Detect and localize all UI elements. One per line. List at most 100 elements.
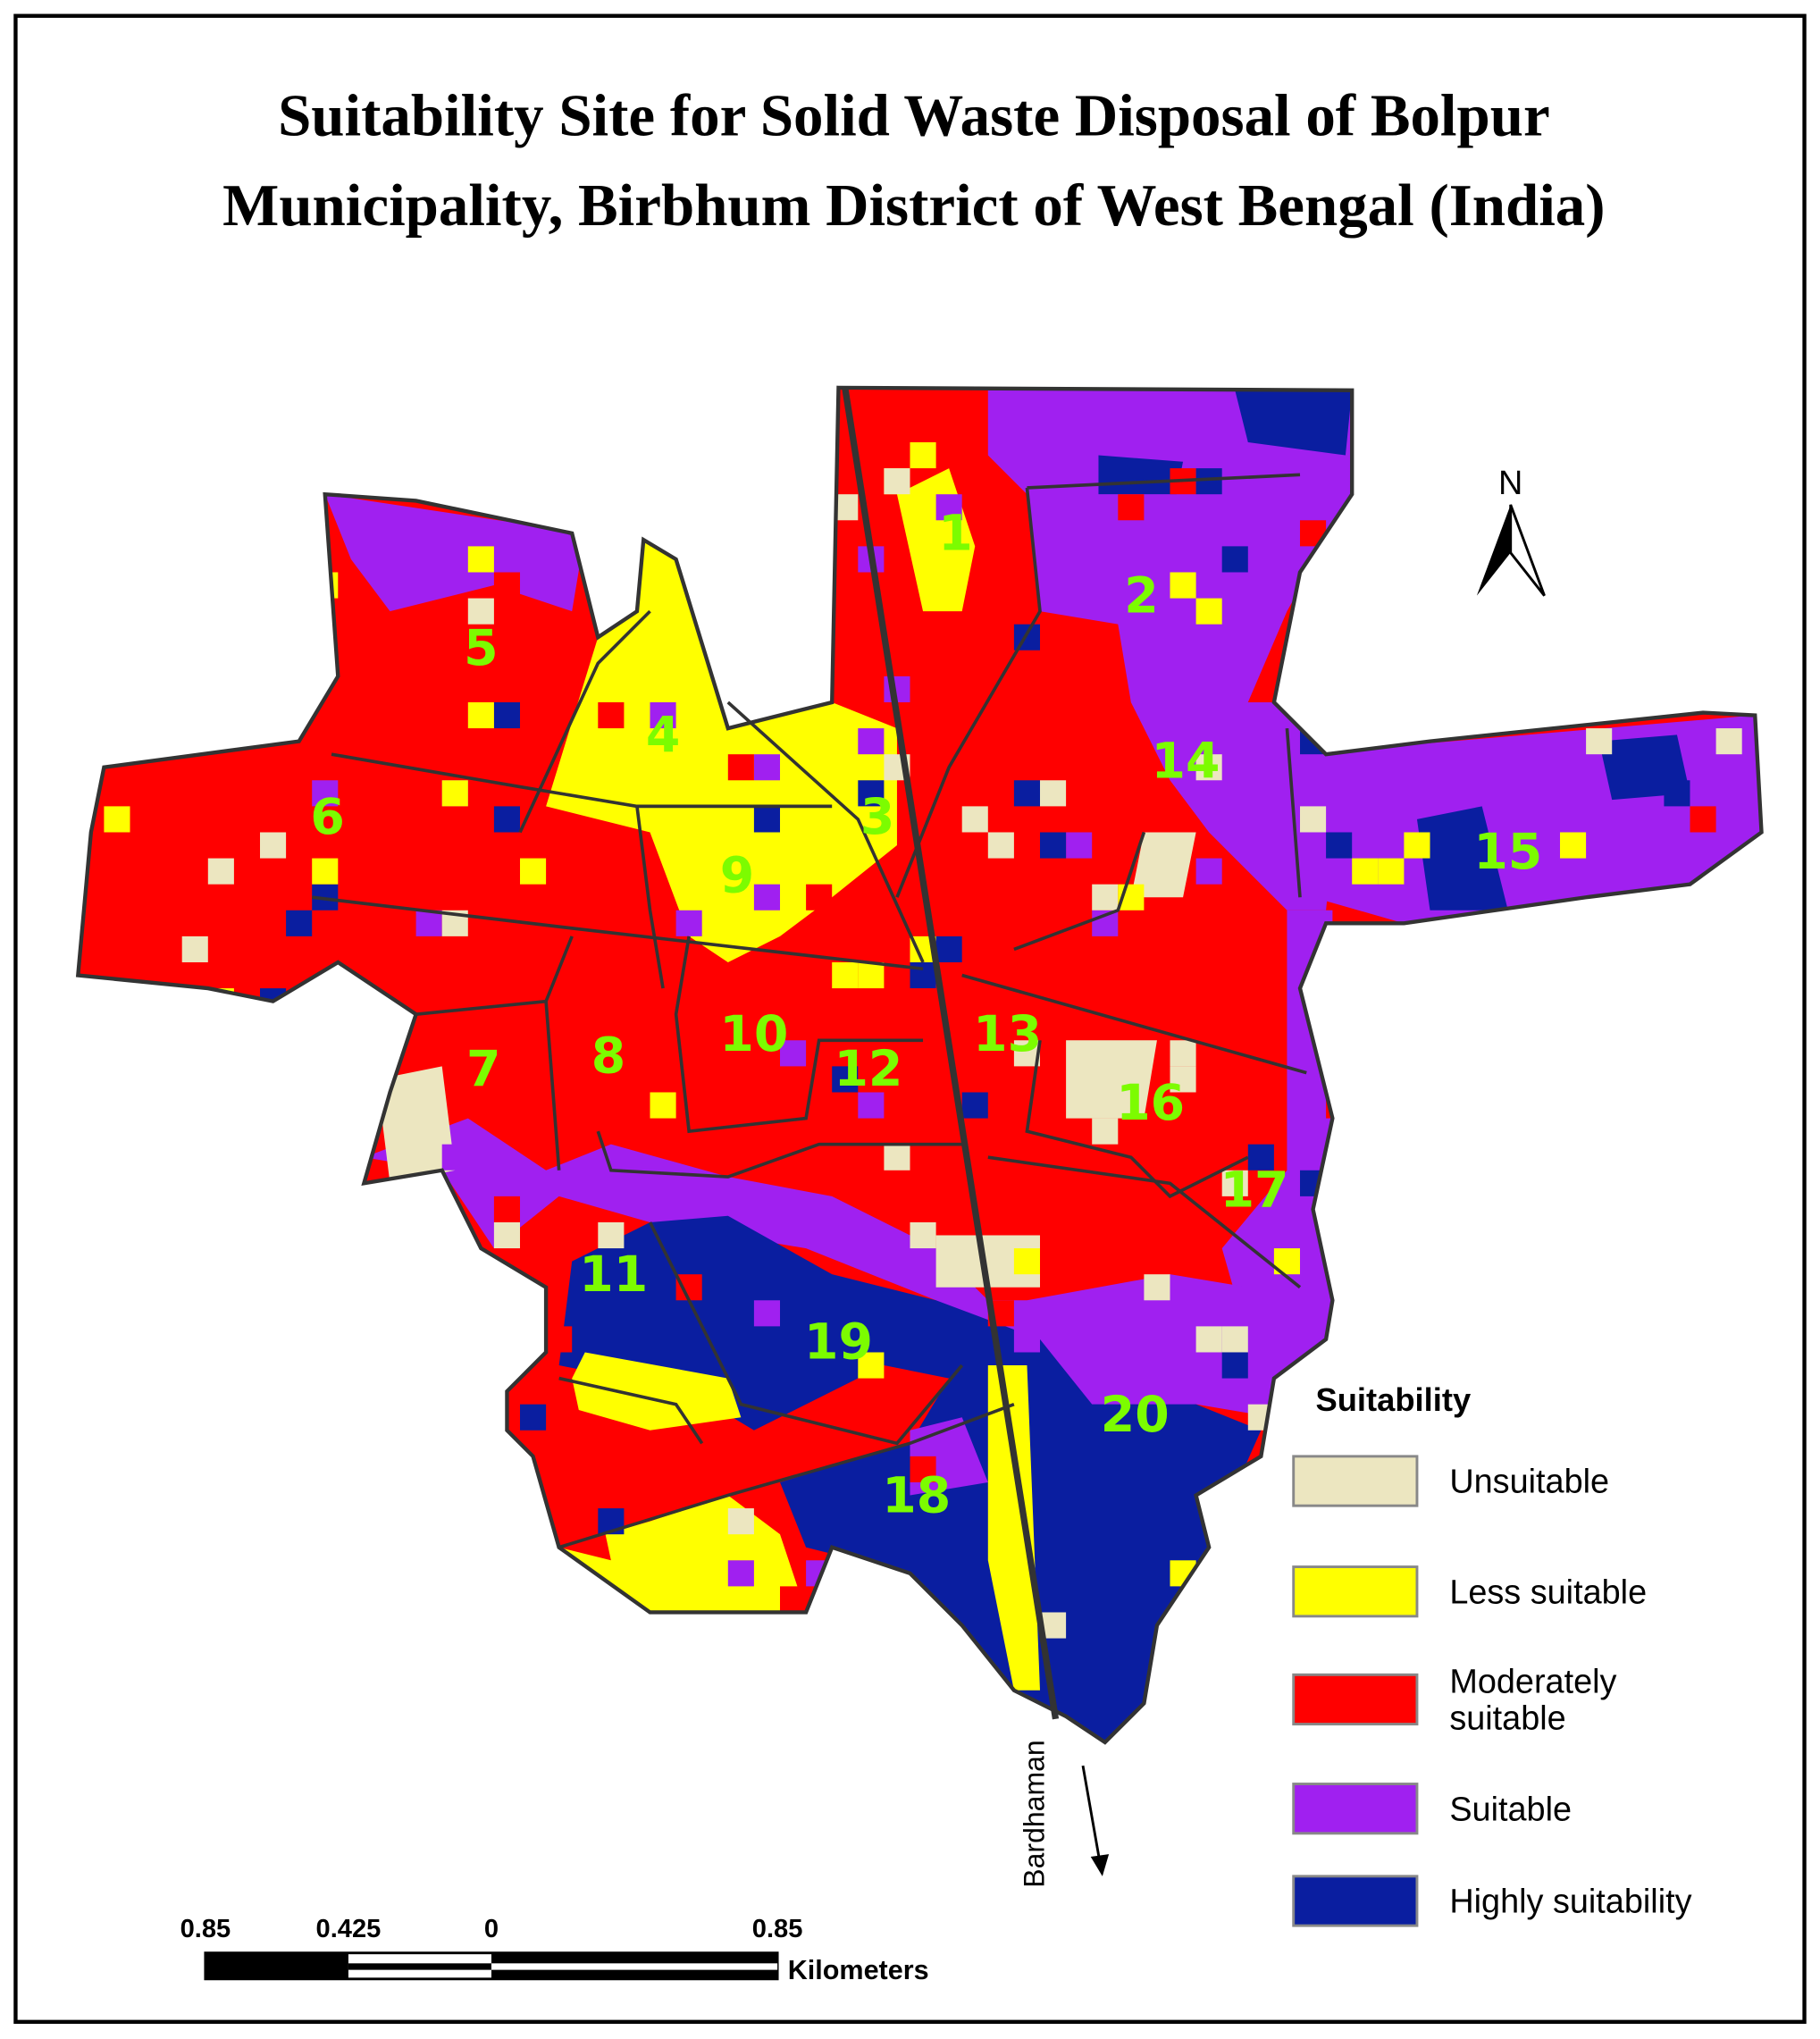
raster-cell — [910, 441, 936, 469]
raster-cell — [858, 961, 885, 989]
legend-title: Suitability — [1315, 1381, 1472, 1418]
legend-swatch — [1292, 1455, 1419, 1507]
ward-label: 19 — [804, 1314, 873, 1372]
raster-cell — [1040, 675, 1067, 702]
raster-cell — [806, 884, 833, 910]
ward-label: 2 — [1124, 568, 1158, 625]
ward-label: 10 — [719, 1006, 788, 1063]
raster-cell — [493, 910, 520, 936]
ward-boundary — [558, 1402, 1015, 1549]
ward-boundary — [1027, 473, 1301, 490]
direction-arrow-head — [1090, 1854, 1110, 1876]
raster-cell — [1404, 754, 1430, 781]
raster-cell — [467, 598, 494, 625]
raster-cell — [727, 754, 754, 781]
raster-cell — [493, 701, 520, 729]
ward-label: 13 — [973, 1006, 1042, 1063]
raster-cell — [467, 701, 494, 729]
north-label: N — [1498, 465, 1522, 502]
ward-label: 11 — [579, 1246, 648, 1304]
raster-cell — [286, 806, 313, 833]
raster-cell — [832, 1066, 859, 1093]
raster-cell — [207, 780, 234, 807]
title-line: Municipality, Birbhum District of West B… — [222, 172, 1605, 239]
suitability-zone — [987, 1365, 1040, 1691]
raster-cell — [1586, 728, 1613, 755]
raster-cell — [1092, 1118, 1119, 1145]
raster-cell — [1040, 832, 1067, 859]
ward-label: 1 — [938, 506, 972, 563]
ward-boundary — [648, 1221, 964, 1446]
raster-cell — [598, 701, 625, 729]
ward-boundaries — [311, 473, 1307, 1549]
ward-boundary — [726, 701, 925, 963]
municipal-boundary — [75, 385, 1764, 1745]
raster-cell — [753, 806, 780, 833]
raster-cell — [935, 936, 962, 962]
legend-label: Unsuitable — [1449, 1464, 1609, 1501]
raster-cell — [493, 572, 520, 599]
raster-cell — [1066, 832, 1093, 859]
legend-label: suitable — [1449, 1699, 1565, 1737]
raster-cell — [493, 1221, 520, 1249]
raster-cell — [675, 910, 702, 936]
raster-cell — [884, 468, 910, 495]
raster-cell — [1404, 832, 1430, 859]
raster-cell — [520, 1404, 547, 1431]
raster-cell — [935, 494, 962, 521]
legend: Suitability Unsuitable Less suitable Modera… — [1292, 1381, 1692, 1927]
ward-boundary — [674, 936, 924, 1134]
raster-cell — [598, 1221, 625, 1249]
raster-cell — [727, 1560, 754, 1587]
legend-swatch — [1292, 1875, 1419, 1927]
raster-cell — [650, 701, 676, 729]
legend-label: Highly suitability — [1449, 1884, 1691, 1921]
raster-cell — [727, 1508, 754, 1535]
raster-cell — [260, 832, 287, 859]
raster-cell — [858, 780, 885, 807]
suitability-zone — [1235, 390, 1353, 456]
raster-cell — [624, 1118, 650, 1145]
ward-boundary — [596, 1130, 962, 1179]
north-arrow — [1509, 504, 1546, 597]
scale-unit: Kilometers — [788, 1955, 929, 1985]
raster-cell — [961, 806, 988, 833]
raster-cell — [858, 728, 885, 755]
raster-cell — [1170, 1066, 1196, 1093]
raster-cell — [260, 806, 287, 833]
raster-cell — [1300, 806, 1327, 833]
raster-cell — [780, 1040, 807, 1067]
ward-label: 9 — [720, 847, 754, 904]
direction-arrow — [1081, 1765, 1102, 1863]
ward-label: 17 — [1220, 1162, 1289, 1220]
raster-cell — [155, 884, 182, 910]
raster-cell — [1013, 1326, 1040, 1353]
raster-cell — [780, 1586, 807, 1613]
raster-cell — [1144, 1274, 1170, 1301]
raster-cell — [1247, 1144, 1274, 1171]
raster-cell — [858, 1092, 885, 1119]
ward-label: 5 — [464, 620, 498, 677]
ward-label: 18 — [882, 1467, 951, 1524]
legend-label: Suitable — [1449, 1791, 1572, 1828]
raster-cell — [884, 1144, 910, 1171]
ward-boundary — [1285, 727, 1302, 898]
legend-label: Less suitable — [1449, 1573, 1647, 1611]
raster-cell — [753, 754, 780, 781]
ward-label: 7 — [466, 1041, 500, 1098]
raster-cell — [1170, 572, 1196, 599]
scale-label: 0.85 — [180, 1915, 231, 1943]
raster-cell — [1040, 780, 1067, 807]
scale-bar: 0.85 0.425 0 0.85 Kilometers — [180, 1915, 929, 1985]
raster-cell — [1195, 468, 1222, 495]
raster-cell — [1715, 728, 1742, 755]
scale-label: 0.425 — [316, 1915, 382, 1943]
scale-segment — [491, 1963, 778, 1970]
raster-cell — [1195, 598, 1222, 625]
raster-cell — [415, 910, 442, 936]
raster-cell — [286, 910, 313, 936]
suitability-zone — [1130, 832, 1196, 898]
suitability-zone — [364, 1118, 1327, 1431]
